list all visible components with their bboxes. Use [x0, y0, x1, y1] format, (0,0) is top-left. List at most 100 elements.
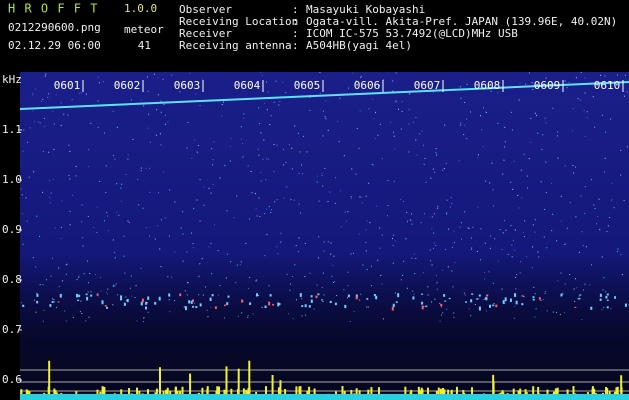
level-spike [154, 392, 157, 394]
noise-dot [530, 141, 532, 143]
noise-dot [263, 139, 265, 141]
echo-dot [277, 302, 280, 307]
level-spike [313, 388, 316, 394]
noise-dot [510, 181, 512, 183]
noise-dot [313, 308, 315, 310]
noise-dot [503, 146, 505, 148]
noise-dot [552, 107, 554, 109]
noise-dot [295, 245, 297, 247]
noise-dot [339, 97, 341, 99]
noise-dot [39, 235, 41, 237]
noise-dot [436, 207, 438, 209]
noise-dot [168, 299, 170, 301]
echo-dot [86, 296, 89, 301]
noise-dot [44, 75, 46, 77]
noise-dot [25, 197, 27, 199]
app-name: H R O F F T [8, 2, 98, 16]
info-fields: Observer: Masayuki Kobayashi Receiving Loc… [179, 3, 617, 52]
noise-dot [514, 305, 516, 307]
noise-dot [76, 279, 78, 281]
noise-dot [309, 109, 311, 111]
noise-dot [490, 90, 492, 92]
noise-dot [394, 148, 396, 150]
level-spike [189, 373, 192, 394]
noise-dot [353, 310, 355, 312]
noise-dot [334, 177, 336, 179]
level-spike [343, 391, 346, 394]
noise-dot [266, 158, 268, 160]
noise-dot [355, 80, 357, 82]
noise-dot [283, 148, 285, 150]
noise-dot [519, 82, 521, 84]
noise-dot [98, 82, 100, 84]
noise-dot [71, 99, 73, 101]
noise-dot [223, 101, 225, 103]
noise-dot [43, 117, 45, 119]
noise-dot [50, 192, 52, 194]
noise-dot [120, 187, 122, 189]
noise-dot [42, 191, 44, 193]
noise-dot [436, 288, 438, 290]
noise-dot [224, 317, 226, 319]
noise-dot [544, 208, 546, 210]
noise-dot [582, 289, 584, 291]
noise-dot [186, 251, 188, 253]
noise-dot [584, 186, 586, 188]
echo-dot [249, 302, 252, 305]
noise-dot [333, 255, 335, 257]
level-spike [358, 390, 361, 394]
echo-dot [101, 300, 104, 305]
noise-dot [459, 124, 461, 126]
baseline-strip [20, 394, 629, 400]
noise-dot [568, 81, 570, 83]
level-spike [169, 390, 172, 394]
noise-dot [403, 260, 405, 262]
noise-dot [321, 172, 323, 174]
echo-dot [504, 297, 507, 302]
noise-dot [107, 215, 109, 217]
noise-dot [359, 110, 361, 112]
level-spike [298, 386, 301, 394]
noise-dot [424, 158, 426, 160]
noise-dot [60, 102, 62, 104]
noise-dot [344, 211, 346, 213]
echo-dot [321, 299, 324, 301]
level-spike [248, 360, 251, 394]
noise-dot [225, 277, 227, 279]
level-spike [284, 388, 287, 394]
noise-dot [453, 242, 455, 244]
noise-dot [574, 278, 576, 280]
noise-dot [39, 284, 41, 286]
echo-dot [471, 293, 474, 295]
noise-dot [604, 157, 606, 159]
noise-dot [398, 108, 400, 110]
y-tick-label: 0.9 [2, 223, 22, 236]
noise-dot [423, 144, 425, 146]
noise-dot [247, 165, 249, 167]
noise-dot [273, 171, 275, 173]
level-spike [138, 390, 141, 394]
echo-dot [509, 298, 512, 302]
noise-dot [235, 282, 237, 284]
noise-dot [323, 241, 325, 243]
noise-dot [69, 150, 71, 152]
noise-dot [348, 87, 350, 89]
noise-dot [446, 212, 448, 214]
noise-dot [274, 201, 276, 203]
noise-dot [518, 207, 520, 209]
noise-dot [149, 235, 151, 237]
time-label: 0605 [294, 79, 321, 92]
noise-dot [351, 198, 353, 200]
noise-dot [437, 205, 439, 207]
noise-dot [250, 170, 252, 172]
noise-dot [130, 99, 132, 101]
noise-dot [595, 223, 597, 225]
noise-dot [387, 205, 389, 207]
noise-dot [520, 261, 522, 263]
noise-dot [112, 285, 114, 287]
noise-dot [411, 223, 413, 225]
noise-dot [99, 180, 101, 182]
noise-dot [415, 117, 417, 119]
noise-dot [321, 175, 323, 177]
noise-dot [262, 158, 264, 160]
